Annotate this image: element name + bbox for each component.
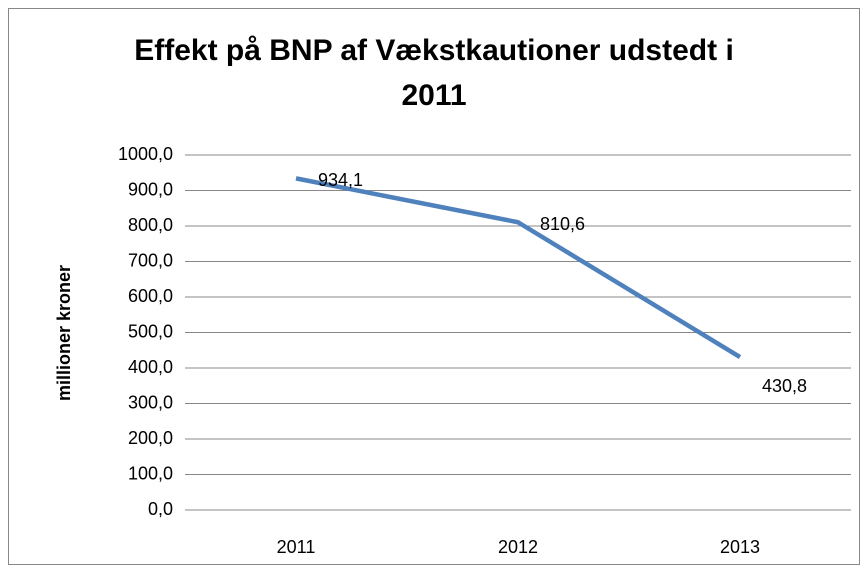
data-label: 430,8 [762, 376, 807, 396]
y-tick-label: 800,0 [128, 215, 173, 235]
y-tick-label: 100,0 [128, 463, 173, 483]
chart-border [8, 8, 860, 565]
data-label: 934,1 [318, 170, 363, 190]
x-tick-label: 2011 [277, 537, 316, 557]
y-tick-label: 400,0 [128, 357, 173, 377]
y-tick-label: 500,0 [128, 321, 173, 341]
y-tick-label: 600,0 [128, 286, 173, 306]
chart-title: Effekt på BNP af Vækstkautioner udstedt … [134, 34, 734, 112]
y-tick-label: 200,0 [128, 428, 173, 448]
y-tick-label: 900,0 [128, 179, 173, 199]
y-tick-label: 700,0 [128, 250, 173, 270]
y-tick-label: 0,0 [148, 499, 173, 519]
x-tick-label: 2012 [498, 537, 538, 557]
data-label: 810,6 [540, 214, 585, 234]
y-axis-label: millioner kroner [54, 265, 74, 401]
y-tick-label: 1000,0 [118, 144, 173, 164]
y-tick-label: 300,0 [128, 392, 173, 412]
x-tick-label: 2013 [720, 537, 760, 557]
line-series [295, 176, 742, 359]
